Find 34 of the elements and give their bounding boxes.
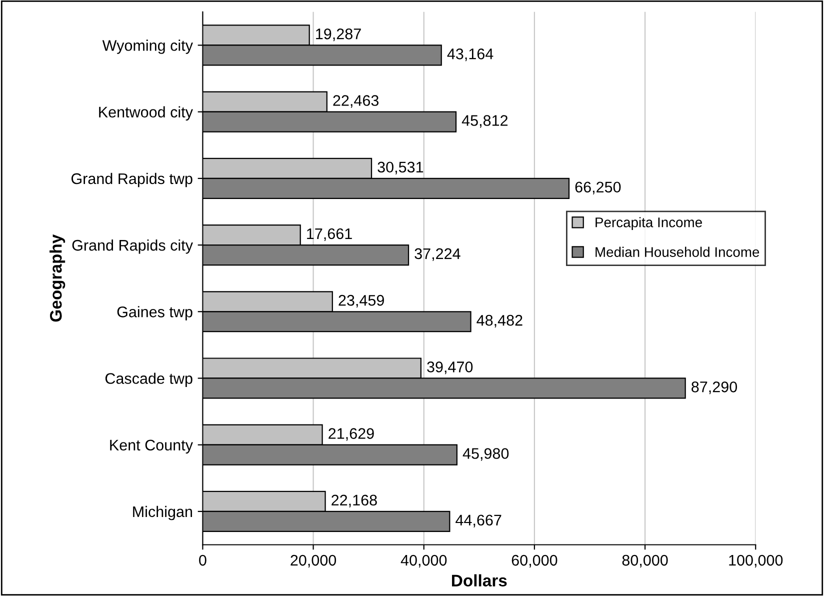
- data-label: 21,629: [328, 428, 374, 441]
- x-axis-title: Dollars: [452, 574, 507, 587]
- data-label: 43,164: [447, 48, 494, 62]
- x-tick-label: 60,000: [512, 554, 558, 568]
- y-tick-label: Michigan: [133, 506, 192, 520]
- x-tick-label: 40,000: [400, 554, 447, 568]
- data-label: 22,463: [333, 95, 379, 108]
- data-label: 37,224: [414, 248, 460, 261]
- legend-label: Percapita Income: [596, 217, 702, 230]
- data-label: 48,482: [476, 314, 522, 328]
- data-label: 19,287: [316, 28, 361, 42]
- data-label: 45,980: [462, 448, 509, 461]
- y-axis-title: Geography: [50, 234, 66, 322]
- y-tick-label: Grand Rapids twp: [71, 172, 192, 188]
- y-tick-label: Kent County: [110, 440, 193, 454]
- data-label: 23,459: [338, 294, 384, 308]
- data-label: 87,290: [692, 382, 738, 394]
- data-label: 45,812: [462, 115, 508, 128]
- x-tick-label: 20,000: [290, 554, 336, 568]
- data-label: 66,250: [575, 182, 621, 194]
- data-label: 17,661: [307, 228, 352, 241]
- x-tick-label: 0: [199, 554, 206, 566]
- data-label: 44,667: [456, 514, 502, 528]
- y-tick-label: Kentwood city: [99, 106, 193, 121]
- data-label: 22,168: [332, 494, 377, 508]
- y-tick-label: Gaines twp: [117, 306, 192, 320]
- x-tick-label: 100,000: [729, 554, 783, 568]
- y-tick-label: Wyoming city: [102, 40, 193, 54]
- data-label: 30,531: [378, 162, 424, 174]
- x-tick-label: 80,000: [622, 554, 668, 568]
- y-tick-label: Grand Rapids city: [72, 239, 193, 254]
- y-tick-label: Cascade twp: [105, 372, 192, 387]
- legend-label: Median Household Income: [596, 246, 760, 257]
- data-label: 39,470: [427, 362, 473, 374]
